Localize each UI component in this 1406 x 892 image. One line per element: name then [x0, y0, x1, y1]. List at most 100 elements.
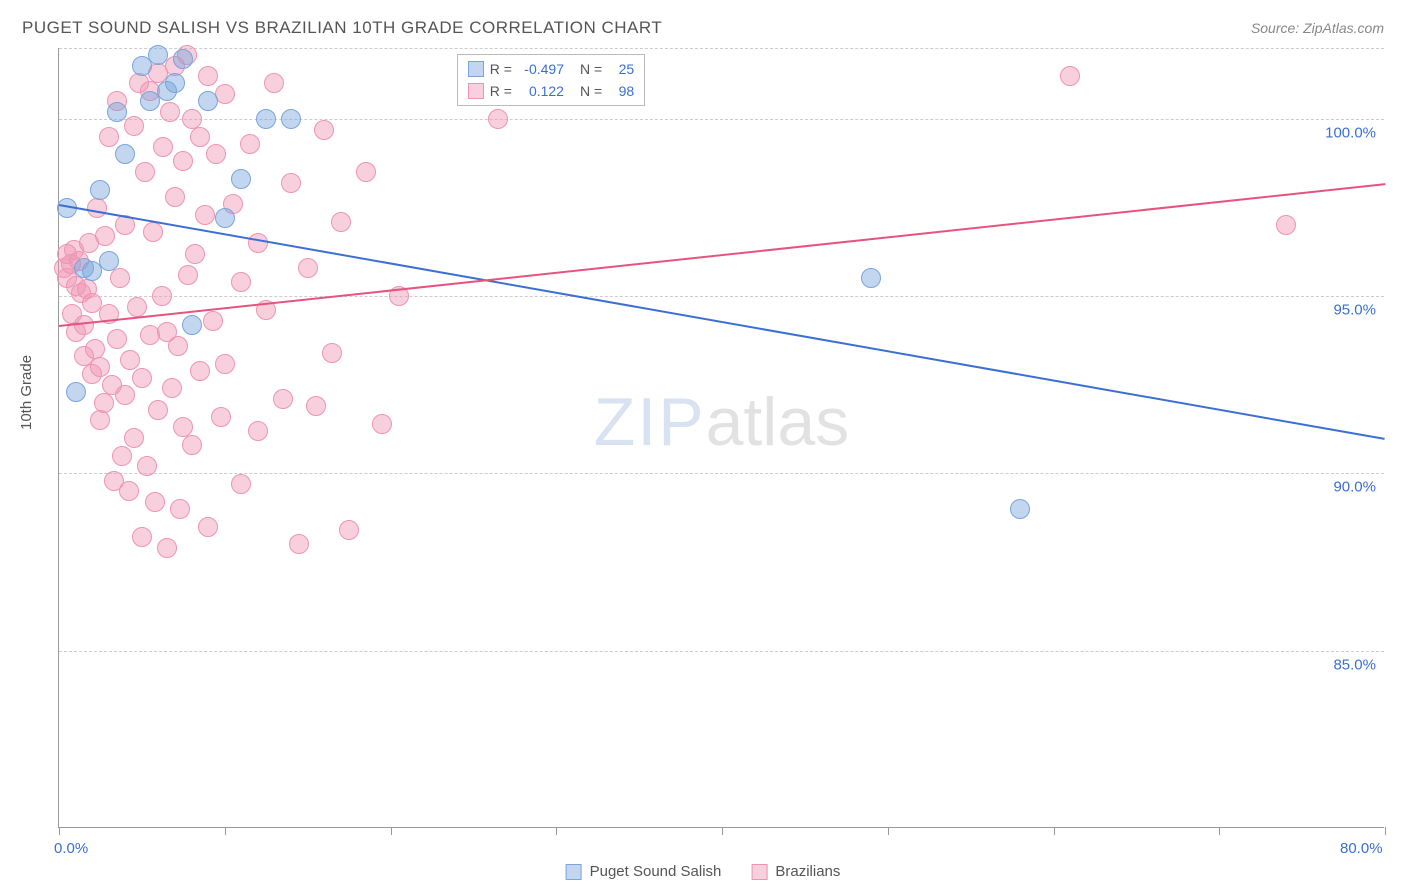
scatter-point-pink: [306, 396, 326, 416]
scatter-point-pink: [1276, 215, 1296, 235]
scatter-point-pink: [206, 144, 226, 164]
watermark: ZIPatlas: [594, 383, 849, 461]
x-tick: [59, 827, 60, 835]
legend-swatch: [468, 83, 484, 99]
stats-legend: R =-0.497N =25R = 0.122 N = 98: [457, 54, 645, 106]
scatter-point-pink: [331, 212, 351, 232]
gridline: [59, 48, 1384, 49]
y-tick-label: 95.0%: [1333, 302, 1376, 319]
x-tick: [225, 827, 226, 835]
scatter-point-pink: [195, 205, 215, 225]
scatter-point-pink: [148, 400, 168, 420]
scatter-point-pink: [173, 151, 193, 171]
x-tick: [391, 827, 392, 835]
scatter-point-blue: [148, 45, 168, 65]
scatter-point-pink: [152, 286, 172, 306]
n-value: 98: [608, 80, 634, 102]
scatter-point-pink: [289, 534, 309, 554]
scatter-point-blue: [99, 251, 119, 271]
scatter-point-pink: [90, 357, 110, 377]
scatter-point-blue: [173, 49, 193, 69]
scatter-point-pink: [178, 265, 198, 285]
n-label: N =: [580, 80, 602, 102]
scatter-point-pink: [211, 407, 231, 427]
x-tick: [1219, 827, 1220, 835]
scatter-point-pink: [314, 120, 334, 140]
scatter-point-pink: [273, 389, 293, 409]
scatter-point-pink: [143, 222, 163, 242]
x-tick: [888, 827, 889, 835]
scatter-point-pink: [198, 66, 218, 86]
x-tick: [1054, 827, 1055, 835]
scatter-point-pink: [1060, 66, 1080, 86]
scatter-point-blue: [115, 144, 135, 164]
gridline: [59, 473, 1384, 474]
scatter-point-pink: [248, 233, 268, 253]
scatter-point-blue: [165, 73, 185, 93]
scatter-point-blue: [861, 268, 881, 288]
gridline: [59, 651, 1384, 652]
scatter-point-pink: [132, 368, 152, 388]
scatter-point-pink: [281, 173, 301, 193]
scatter-point-pink: [124, 428, 144, 448]
scatter-point-blue: [231, 169, 251, 189]
scatter-point-pink: [168, 336, 188, 356]
scatter-point-pink: [170, 499, 190, 519]
source-label: Source: ZipAtlas.com: [1251, 20, 1384, 36]
scatter-point-pink: [198, 517, 218, 537]
scatter-point-pink: [322, 343, 342, 363]
x-tick: [1385, 827, 1386, 835]
y-tick-label: 85.0%: [1333, 656, 1376, 673]
y-axis-label: 10th Grade: [18, 355, 35, 430]
scatter-point-blue: [198, 91, 218, 111]
scatter-point-pink: [145, 492, 165, 512]
scatter-point-pink: [87, 198, 107, 218]
chart-title: PUGET SOUND SALISH VS BRAZILIAN 10TH GRA…: [22, 18, 662, 38]
r-label: R =: [490, 58, 512, 80]
scatter-point-pink: [298, 258, 318, 278]
stats-legend-row: R = 0.122 N = 98: [468, 80, 634, 102]
legend-swatch: [566, 864, 582, 880]
r-value: 0.122: [518, 80, 564, 102]
scatter-point-pink: [135, 162, 155, 182]
legend-item: Puget Sound Salish: [566, 863, 722, 880]
y-tick-label: 90.0%: [1333, 479, 1376, 496]
scatter-point-pink: [115, 385, 135, 405]
gridline: [59, 296, 1384, 297]
r-label: R =: [490, 80, 512, 102]
scatter-point-pink: [120, 350, 140, 370]
scatter-point-pink: [248, 421, 268, 441]
legend-label: Brazilians: [775, 863, 840, 880]
scatter-point-pink: [231, 474, 251, 494]
trend-line-blue: [59, 204, 1385, 440]
scatter-point-pink: [99, 127, 119, 147]
scatter-point-blue: [66, 382, 86, 402]
scatter-point-pink: [162, 378, 182, 398]
scatter-point-pink: [488, 109, 508, 129]
legend-label: Puget Sound Salish: [590, 863, 722, 880]
x-tick: [722, 827, 723, 835]
plot-area: ZIPatlas 85.0%90.0%95.0%100.0%R =-0.497N…: [58, 48, 1384, 828]
scatter-point-pink: [185, 244, 205, 264]
scatter-point-pink: [190, 127, 210, 147]
stats-legend-row: R =-0.497N =25: [468, 58, 634, 80]
scatter-point-blue: [281, 109, 301, 129]
scatter-point-pink: [137, 456, 157, 476]
n-label: N =: [580, 58, 602, 80]
scatter-point-pink: [165, 187, 185, 207]
scatter-point-blue: [256, 109, 276, 129]
scatter-point-pink: [112, 446, 132, 466]
scatter-point-blue: [90, 180, 110, 200]
scatter-point-pink: [110, 268, 130, 288]
bottom-legend: Puget Sound Salish Brazilians: [566, 863, 841, 880]
scatter-point-pink: [231, 272, 251, 292]
scatter-point-pink: [95, 226, 115, 246]
watermark-text-b: atlas: [706, 384, 850, 460]
scatter-point-pink: [372, 414, 392, 434]
scatter-point-blue: [107, 102, 127, 122]
scatter-point-pink: [264, 73, 284, 93]
scatter-point-pink: [90, 410, 110, 430]
scatter-point-pink: [182, 435, 202, 455]
scatter-point-pink: [119, 481, 139, 501]
scatter-point-blue: [215, 208, 235, 228]
